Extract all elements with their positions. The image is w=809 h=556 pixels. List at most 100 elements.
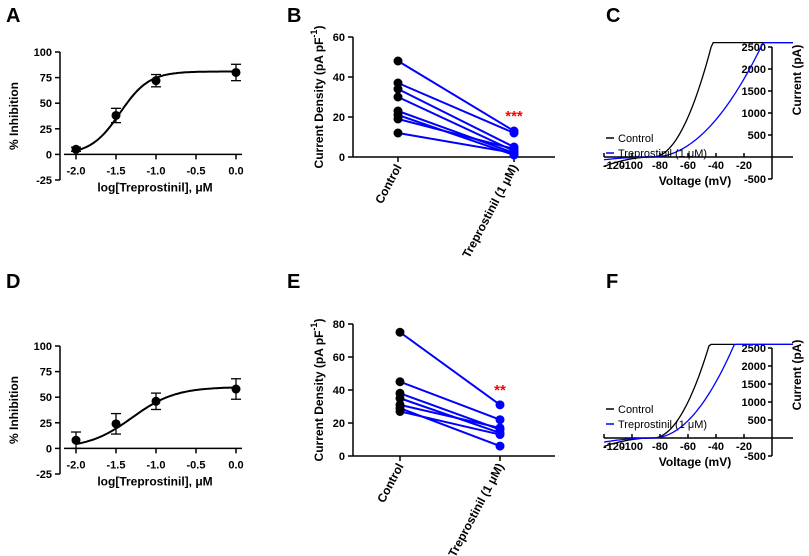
- y-tick-label-a: 75: [40, 73, 52, 85]
- y-axis-label-c: Current (pA): [790, 45, 804, 116]
- treatment-point-e: [495, 441, 505, 451]
- iv-curve-c: [603, 41, 793, 168]
- paired-line-b: [397, 132, 515, 154]
- control-point-b: [393, 114, 403, 124]
- y-tick-label-a: -25: [36, 175, 52, 187]
- x-tick-label-d: -2.0: [67, 459, 86, 471]
- x-tick-label-a: -1.0: [147, 165, 166, 177]
- y-tick-label-d: 0: [46, 443, 52, 455]
- legend-label-f: Control: [618, 404, 653, 416]
- y-tick-label-c: 2000: [742, 64, 766, 76]
- x-axis-label-c: Voltage (mV): [659, 174, 731, 188]
- y-tick-label-f: 1500: [742, 379, 766, 391]
- y-tick-label-a: 25: [40, 124, 52, 136]
- data-point-a: [231, 67, 241, 77]
- paired-line-e: [399, 380, 501, 421]
- paired-line-b: [397, 110, 515, 154]
- x-tick-label-c: -80: [652, 160, 668, 172]
- y-tick-label-a: 50: [40, 98, 52, 110]
- y-tick-label-c: -500: [744, 174, 766, 186]
- treatment-point-b: [509, 148, 519, 158]
- x-tick-label-a: -2.0: [67, 165, 86, 177]
- data-point-d: [231, 384, 241, 394]
- y-tick-label-d: 75: [40, 367, 52, 379]
- control-point-e: [395, 377, 405, 387]
- y-tick-label-e: 80: [333, 319, 345, 331]
- y-tick-label-f: 1000: [742, 397, 766, 409]
- x-tick-label-c: -40: [708, 160, 724, 172]
- y-axis-label-main-b: Current Density (pA pF: [312, 38, 326, 169]
- y-tick-label-e: 60: [333, 352, 345, 364]
- y-axis-label-f: Current (pA): [790, 340, 804, 411]
- data-point-a: [151, 76, 161, 86]
- paired-line-b: [397, 60, 515, 132]
- x-tick-label-a: -1.5: [107, 165, 126, 177]
- significance-marker-e: **: [494, 382, 506, 399]
- treatment-point-e: [495, 415, 505, 425]
- x-tick-label-f: -40: [708, 441, 724, 453]
- x-tick-label-c: -120: [603, 160, 625, 172]
- treatment-point-e: [495, 430, 505, 440]
- x-axis-label-d: log[Treprostinil], μM: [97, 474, 212, 488]
- panel-label-d: D: [6, 271, 20, 293]
- panel-label-b: B: [287, 5, 301, 27]
- y-tick-label-c: 500: [748, 130, 766, 142]
- panel-label-e: E: [287, 271, 300, 293]
- y-tick-label-d: 100: [34, 341, 52, 353]
- y-axis-label-a: % Inhibition: [7, 82, 21, 150]
- x-tick-label-c: -20: [736, 160, 752, 172]
- panel-label-f: F: [606, 271, 618, 293]
- y-tick-label-f: 2500: [742, 343, 766, 355]
- y-axis-label-end-b: ): [312, 26, 326, 30]
- y-tick-label-f: -500: [744, 451, 766, 463]
- control-point-b: [393, 128, 403, 138]
- paired-line-e: [399, 403, 501, 429]
- treatment-point-e: [495, 423, 505, 433]
- y-tick-label-f: 500: [748, 415, 766, 427]
- data-point-a: [111, 110, 121, 120]
- y-tick-label-c: 1500: [742, 86, 766, 98]
- category-label-treprostinil-e: Treprostinil (1 μM): [445, 461, 506, 556]
- control-point-b: [393, 92, 403, 102]
- y-tick-label-c: 1000: [742, 108, 766, 120]
- y-tick-label-d: 25: [40, 418, 52, 430]
- paired-line-b: [397, 82, 515, 134]
- control-point-b: [393, 56, 403, 66]
- x-tick-label-d: -0.5: [187, 459, 206, 471]
- data-point-d: [111, 419, 121, 429]
- x-tick-label-d: 0.0: [228, 459, 243, 471]
- paired-line-e: [399, 331, 501, 406]
- legend-label-c: Control: [618, 133, 653, 145]
- y-tick-label-f: 2000: [742, 361, 766, 373]
- paired-line-b: [397, 88, 515, 148]
- iv-curve-c: [603, 41, 793, 161]
- paired-line-e: [399, 410, 501, 436]
- y-tick-label-d: -25: [36, 469, 52, 481]
- x-tick-label-c: -60: [680, 160, 696, 172]
- category-label-treprostinil-b: Treprostinil (1 μM): [459, 162, 520, 260]
- y-tick-label-e: 20: [333, 418, 345, 430]
- legend-label-f: Treprostinil (1 μM): [618, 419, 707, 431]
- y-tick-label-d: 50: [40, 392, 52, 404]
- x-tick-label-f: -20: [736, 441, 752, 453]
- iv-curve-f: [603, 343, 793, 443]
- x-tick-label-a: 0.0: [228, 165, 243, 177]
- y-axis-label-main-e: Current Density (pA pF: [312, 331, 326, 462]
- treatment-point-e: [495, 400, 505, 410]
- y-axis-label-sup-e: -1: [309, 323, 319, 331]
- y-axis-label-d: % Inhibition: [7, 376, 21, 444]
- x-tick-label-a: -0.5: [187, 165, 206, 177]
- treatment-point-b: [509, 128, 519, 138]
- y-axis-label-b: Current Density (pA pF-1): [309, 26, 326, 169]
- y-tick-label-b: 40: [333, 72, 345, 84]
- y-tick-label-a: 100: [34, 47, 52, 59]
- y-tick-label-a: 0: [46, 149, 52, 161]
- data-point-a: [71, 144, 81, 154]
- x-tick-label-f: -60: [680, 441, 696, 453]
- x-tick-label-d: -1.5: [107, 459, 126, 471]
- category-label-control-b: Control: [372, 162, 404, 206]
- y-tick-label-c: 2500: [742, 42, 766, 54]
- data-point-d: [71, 435, 81, 445]
- x-tick-label-c: -100: [621, 160, 643, 172]
